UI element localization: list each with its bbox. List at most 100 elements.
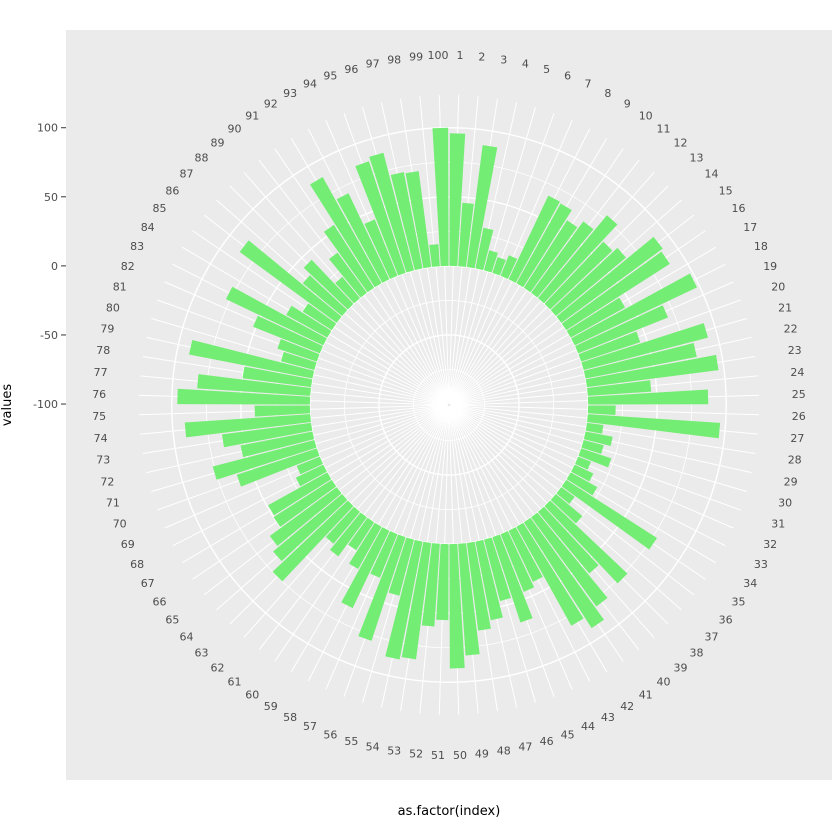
category-label-67: 67 (141, 577, 155, 590)
category-label-77: 77 (94, 366, 108, 379)
category-label-33: 33 (754, 558, 768, 571)
bar-100 (432, 127, 449, 267)
category-label-54: 54 (366, 741, 380, 754)
bar-1 (449, 133, 466, 267)
category-label-85: 85 (153, 202, 167, 215)
bar-66 (273, 479, 337, 527)
category-label-72: 72 (100, 475, 114, 488)
category-label-24: 24 (790, 366, 804, 379)
bar-87 (302, 275, 348, 316)
bar-95 (355, 161, 406, 276)
grid-ray (450, 404, 756, 454)
category-label-99: 99 (409, 51, 423, 64)
bar-44 (500, 531, 535, 592)
category-label-96: 96 (344, 63, 358, 76)
bar-98 (405, 171, 432, 269)
category-label-71: 71 (106, 497, 120, 510)
bar-70 (236, 448, 320, 487)
bar-25 (587, 389, 709, 405)
bar-50 (449, 543, 465, 669)
category-label-17: 17 (743, 221, 757, 234)
bar-29 (583, 431, 613, 446)
bar-83 (225, 286, 327, 346)
category-label-1: 1 (457, 49, 464, 62)
bar-75 (254, 405, 311, 417)
grid-circle-major (240, 196, 658, 614)
category-label-63: 63 (195, 646, 209, 659)
bar-20 (578, 331, 641, 362)
bar-41 (523, 517, 604, 629)
y-tick-label: 100 (37, 122, 58, 135)
bar-15 (556, 236, 663, 323)
category-label-89: 89 (211, 136, 225, 149)
bar-58 (341, 527, 390, 609)
bar-12 (538, 215, 618, 304)
category-label-87: 87 (180, 168, 194, 181)
bar-5 (484, 250, 498, 273)
category-label-88: 88 (195, 152, 209, 165)
category-label-62: 62 (211, 662, 225, 675)
bar-88 (303, 259, 354, 310)
category-label-28: 28 (788, 454, 802, 467)
bar-10 (523, 220, 578, 293)
grid-ray (449, 405, 695, 596)
bar-6 (492, 257, 506, 276)
bar-22 (583, 343, 697, 379)
bar-76 (177, 388, 311, 405)
bar-38 (544, 500, 628, 584)
bar-77 (197, 374, 311, 396)
y-tick-label: 50 (44, 191, 58, 204)
bar-65 (269, 487, 342, 546)
bar-81 (277, 339, 320, 362)
bar-79 (189, 339, 315, 379)
bar-74 (184, 414, 311, 438)
grid-circle-major (378, 334, 520, 476)
category-label-13: 13 (690, 152, 704, 165)
bar-49 (458, 543, 480, 656)
category-label-7: 7 (585, 78, 592, 91)
category-label-75: 75 (92, 410, 106, 423)
category-label-4: 4 (522, 57, 529, 70)
bar-59 (349, 522, 382, 569)
bar-35 (561, 479, 658, 550)
grid-ray (449, 113, 555, 404)
category-label-65: 65 (165, 614, 179, 627)
bar-16 (561, 251, 670, 331)
bar-73 (221, 422, 313, 448)
category-label-78: 78 (96, 344, 110, 357)
bar-18 (571, 273, 698, 346)
category-label-15: 15 (719, 184, 733, 197)
bar-62 (325, 506, 360, 544)
category-label-23: 23 (788, 344, 802, 357)
category-label-81: 81 (113, 280, 127, 293)
bar-45 (492, 534, 533, 623)
grid-ray (450, 405, 734, 529)
y-axis-title: values (0, 383, 15, 427)
category-label-66: 66 (153, 596, 167, 609)
bar-99 (429, 244, 440, 267)
bar-84 (286, 305, 332, 338)
category-label-84: 84 (141, 221, 155, 234)
bar-78 (242, 366, 313, 388)
bar-40 (531, 512, 608, 607)
bar-85 (302, 303, 337, 331)
category-label-5: 5 (543, 63, 550, 76)
grid-circle-minor (205, 161, 693, 649)
bar-47 (475, 539, 503, 621)
category-label-68: 68 (130, 558, 144, 571)
category-label-95: 95 (323, 70, 337, 83)
category-label-48: 48 (497, 745, 511, 758)
bar-63 (272, 500, 354, 582)
category-label-56: 56 (323, 728, 337, 741)
category-label-34: 34 (743, 577, 757, 590)
category-label-74: 74 (94, 432, 108, 445)
category-label-59: 59 (264, 700, 278, 713)
category-label-40: 40 (657, 676, 671, 689)
category-label-31: 31 (771, 518, 785, 531)
bar-13 (544, 241, 613, 310)
bar-82 (253, 315, 323, 354)
category-label-50: 50 (453, 749, 467, 762)
category-label-58: 58 (283, 711, 297, 724)
bar-52 (421, 543, 440, 627)
y-tick-label: 0 (51, 260, 58, 273)
